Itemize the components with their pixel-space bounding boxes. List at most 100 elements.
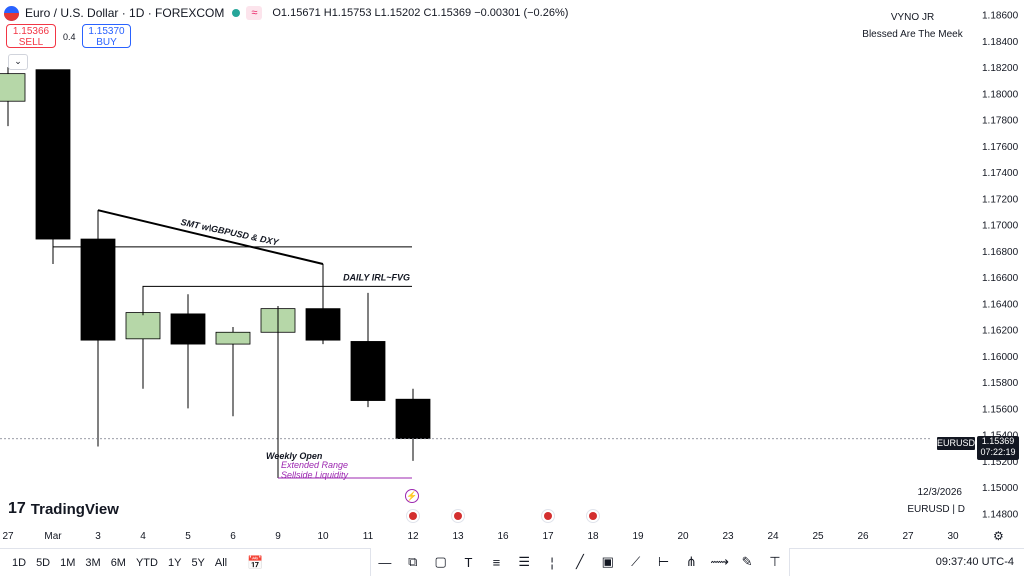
y-tick-label: 1.16200 [982, 326, 1019, 337]
wave-icon[interactable]: ≈ [246, 6, 263, 20]
timeframe-5y[interactable]: 5Y [191, 557, 205, 569]
y-tick-label: 1.18400 [982, 37, 1019, 48]
candle-body [125, 312, 161, 340]
rectangle-icon[interactable]: ▢ [434, 554, 447, 569]
x-tick-label: 6 [230, 531, 236, 542]
tradingview-logo-icon: 17 [8, 500, 26, 517]
vertical-line-icon[interactable]: ¦ [550, 554, 554, 570]
symbol-interval: EURUSD | D [907, 504, 965, 515]
timeframe-3m[interactable]: 3M [85, 557, 101, 569]
settings-gear-icon[interactable]: ⚙ [993, 529, 1004, 543]
x-tick-label: 4 [140, 531, 146, 542]
sell-label: SELL [18, 37, 44, 48]
us-event-icon[interactable] [586, 509, 600, 523]
extended-range-label: Extended Range [281, 460, 348, 470]
user-name: VYNO JR [890, 12, 935, 23]
y-tick-label: 1.15600 [982, 404, 1019, 415]
x-tick-label: 24 [767, 531, 779, 542]
x-tick-label: 30 [947, 531, 959, 542]
x-tick-label: 17 [542, 531, 554, 542]
y-tick-label: 1.18600 [982, 11, 1019, 22]
drawing-toolbar: — ⧉ ▢ T ≡ ☰ ¦ ╱ ▣ ⟋ ⊢ ⋔ ⟿ ✎ ⊤ [370, 548, 790, 576]
buy-label: BUY [96, 37, 117, 48]
x-tick-label: Mar [44, 531, 62, 542]
candle-body [350, 341, 386, 401]
y-tick-label: 1.17000 [982, 221, 1019, 232]
node-icon[interactable]: ⧉ [408, 554, 418, 569]
x-tick-label: 27 [902, 531, 914, 542]
pitchfork-icon[interactable]: ⋔ [685, 554, 697, 569]
x-tick-label: 25 [812, 531, 824, 542]
y-tick-label: 1.15000 [982, 483, 1019, 494]
x-tick-label: 13 [452, 531, 464, 542]
gap-level-line [52, 239, 412, 248]
timeframe-1m[interactable]: 1M [60, 557, 76, 569]
x-tick-label: 19 [632, 531, 644, 542]
timeframe-6m[interactable]: 6M [110, 557, 126, 569]
path-icon[interactable]: ▣ [601, 554, 614, 569]
eu-event-icon[interactable] [541, 509, 555, 523]
timeframe-5d[interactable]: 5D [36, 557, 51, 569]
fvg-annotation: DAILY IRL~FVG [343, 272, 410, 282]
symbol-price-tag: EURUSD [937, 437, 976, 450]
horizontal-line-icon[interactable]: — [378, 554, 392, 570]
y-tick-label: 1.17400 [982, 168, 1019, 179]
weekly-open-label: Weekly Open [266, 451, 323, 461]
symbol-title[interactable]: Euro / U.S. Dollar · 1D · FOREXCOM [25, 6, 225, 20]
ray-icon[interactable]: ⊢ [657, 554, 670, 569]
us-event-icon[interactable] [451, 509, 465, 523]
buy-price: 1.15370 [88, 26, 125, 37]
sell-price: 1.15366 [12, 26, 50, 37]
timeframe-1d[interactable]: 1D [12, 557, 27, 569]
fvg-level-line [142, 285, 412, 316]
y-tick-label: 1.16800 [982, 247, 1019, 258]
timeframe-1y[interactable]: 1Y [167, 557, 182, 569]
sell-button[interactable]: 1.15366 SELL [6, 24, 56, 48]
us-event-icon[interactable] [406, 509, 420, 523]
candle-body [395, 398, 431, 440]
brush-icon[interactable]: ⟋ [631, 554, 641, 569]
user-watermark: VYNO JR Blessed Are The Meek [860, 12, 965, 40]
price-chart[interactable]: 1.18600 1.18400 1.18200 1.18000 1.17800 1.176… [0, 0, 1024, 548]
x-tick-label: 5 [185, 531, 191, 542]
chart-date: 12/3/2026 [917, 487, 963, 498]
buy-button[interactable]: 1.15370 BUY [82, 24, 131, 48]
x-tick-label: 12 [407, 531, 419, 542]
timeframe-all[interactable]: All [214, 557, 228, 569]
candle-body [215, 331, 251, 345]
x-tick-label: 10 [317, 531, 329, 542]
y-tick-label: 1.14800 [982, 509, 1019, 520]
x-tick-label: 16 [497, 531, 509, 542]
calendar-icon[interactable]: 📅 [247, 555, 264, 570]
eur-usd-flag-icon [4, 5, 19, 21]
y-tick-label: 1.17200 [982, 194, 1019, 205]
parallel-channel-icon[interactable]: ≡ [492, 554, 501, 570]
market-open-icon [232, 9, 241, 17]
measure-icon[interactable]: ⊤ [769, 554, 781, 569]
last-price-tag: 1.15369 07:22:19 [977, 436, 1019, 460]
candle-body [170, 313, 206, 345]
text-icon[interactable]: T [464, 554, 473, 570]
collapse-chevron-icon[interactable]: ⌄ [8, 54, 28, 70]
symbol-info[interactable]: Euro / U.S. Dollar · 1D · FOREXCOM ≈ [4, 5, 263, 21]
trend-line-icon[interactable]: ╱ [576, 554, 584, 569]
pen-icon[interactable]: ✎ [741, 554, 753, 569]
ohlc-values: O1.15671 H1.15753 L1.15202 C1.15369 −0.0… [272, 7, 569, 19]
zigzag-icon[interactable]: ⟿ [710, 554, 729, 569]
y-tick-label: 1.17600 [982, 142, 1019, 153]
fib-icon[interactable]: ☰ [518, 554, 531, 569]
flash-event-icon[interactable]: ⚡ [405, 489, 419, 503]
tradingview-logo[interactable]: 17 TradingView [8, 500, 119, 518]
x-tick-label: 3 [95, 531, 101, 542]
utc-clock[interactable]: 09:37:40 UTC-4 [935, 556, 1014, 568]
smt-annotation: SMT w\GBPUSD & DXY [180, 217, 280, 248]
y-tick-label: 1.15800 [982, 378, 1019, 389]
x-tick-label: 9 [275, 531, 281, 542]
user-tagline: Blessed Are The Meek [862, 29, 963, 40]
y-tick-label: 1.16600 [982, 273, 1019, 284]
bar-countdown: 07:22:19 [980, 447, 1016, 457]
y-tick-label: 1.18000 [982, 89, 1019, 100]
timeframe-ytd[interactable]: YTD [135, 557, 158, 569]
y-tick-label: 1.15200 [982, 457, 1019, 468]
last-price: 1.15369 [981, 436, 1015, 446]
